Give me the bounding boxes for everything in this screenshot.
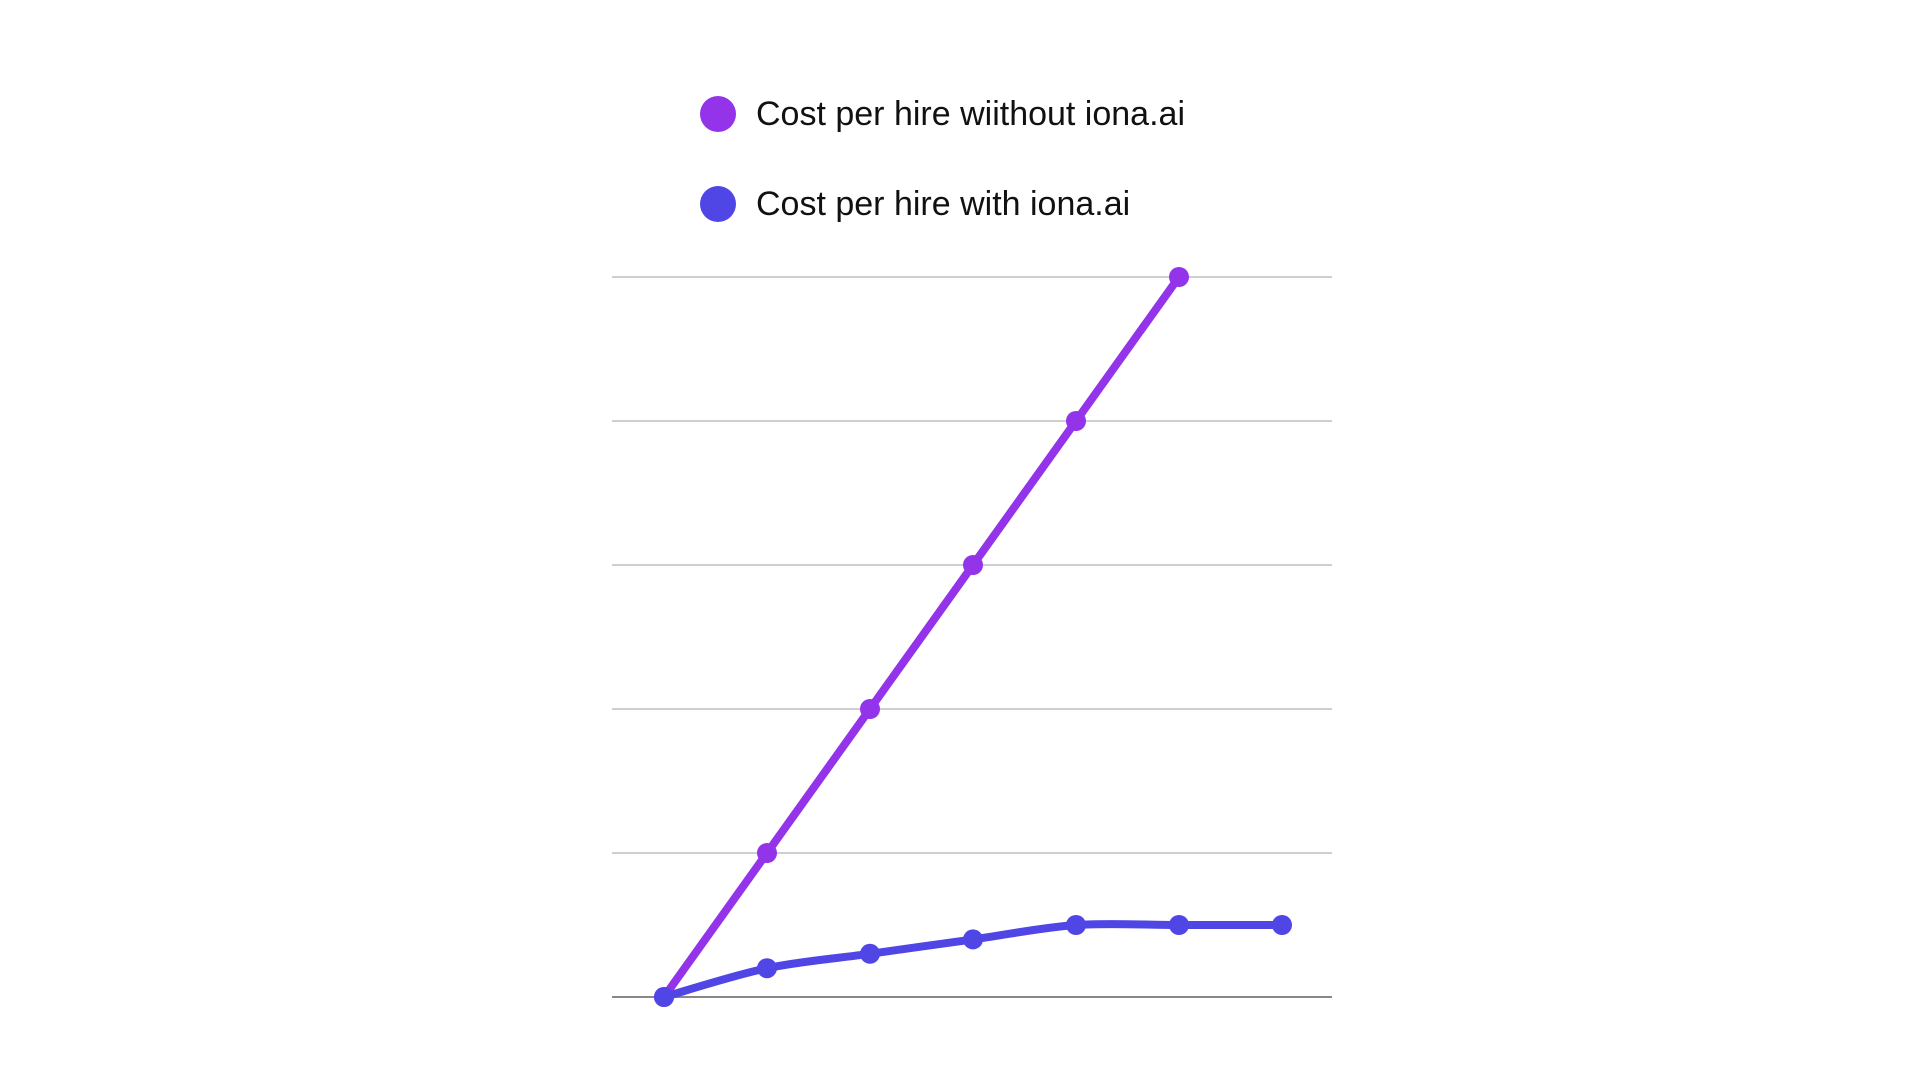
data-point-with-iona — [1169, 915, 1189, 935]
data-point-with-iona — [1066, 915, 1086, 935]
legend-label-with-iona: Cost per hire with iona.ai — [756, 184, 1131, 223]
data-point-without-iona — [1169, 267, 1189, 287]
data-point-without-iona — [860, 699, 880, 719]
data-point-with-iona — [860, 943, 880, 964]
data-point-without-iona — [963, 555, 983, 575]
legend-marker-without-iona — [700, 96, 736, 132]
data-point-with-iona — [963, 929, 983, 950]
data-point-without-iona — [1066, 411, 1086, 431]
data-point-with-iona — [1272, 915, 1292, 935]
legend-item-with-iona: Cost per hire with iona.ai — [700, 182, 1185, 226]
series-line-without-iona — [660, 273, 1183, 1001]
data-point-without-iona — [757, 843, 777, 863]
legend-marker-with-iona — [700, 186, 736, 222]
legend-item-without-iona: Cost per hire wiithout iona.ai — [700, 92, 1185, 136]
chart-legend: Cost per hire wiithout iona.ai Cost per … — [700, 92, 1185, 272]
data-point-with-iona — [757, 958, 777, 979]
legend-label-without-iona: Cost per hire wiithout iona.ai — [756, 94, 1186, 133]
data-point-with-iona — [654, 987, 674, 1007]
